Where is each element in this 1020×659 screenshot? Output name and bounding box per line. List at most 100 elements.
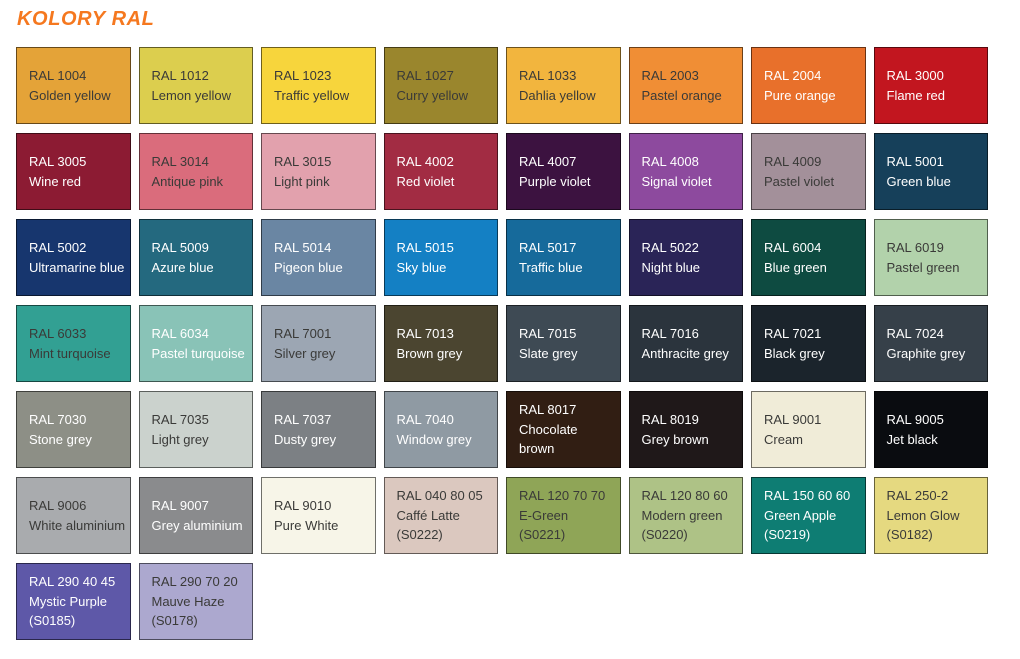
swatch-code: RAL 7013 (396, 326, 454, 341)
swatch-code: RAL 5002 (29, 240, 87, 255)
color-swatch: RAL 1004 Golden yellow (16, 47, 131, 124)
swatch-code: RAL 1027 (396, 68, 454, 83)
swatch-code: RAL 3014 (151, 154, 209, 169)
color-swatch: RAL 7015 Slate grey (506, 305, 621, 382)
color-swatch: RAL 1023 Traffic yellow (261, 47, 376, 124)
swatch-code: RAL 2003 (641, 68, 699, 83)
color-swatch: RAL 5017 Traffic blue (506, 219, 621, 296)
color-swatch: RAL 7024 Graphite grey (873, 305, 988, 382)
color-swatch: RAL 6004 Blue green (751, 219, 866, 296)
swatch-name: Signal violet (641, 173, 712, 189)
swatch-code: RAL 7035 (151, 412, 209, 427)
swatch-name: White aluminium (29, 517, 126, 533)
swatch-code: RAL 120 70 70 (519, 488, 606, 504)
color-swatch: RAL 4009 Pastel violet (751, 133, 866, 210)
swatch-name: Dusty grey (274, 431, 337, 447)
swatch-name: Cream (764, 431, 804, 447)
color-swatch: RAL 290 40 45 Mystic Purple (S0185) (16, 563, 131, 640)
swatch-code: RAL 290 40 45 (29, 574, 116, 590)
swatch-code: RAL 9006 (29, 498, 87, 513)
color-swatch: RAL 9007 Grey aluminium (138, 477, 253, 554)
swatch-code: RAL 9010 (274, 498, 332, 513)
swatch-name: Sky blue (396, 259, 447, 275)
swatch-code: RAL 8019 (641, 412, 699, 427)
swatch-code: RAL 250-2 (886, 488, 949, 504)
swatch-name: Dahlia yellow (519, 87, 596, 103)
swatch-code: RAL 5009 (151, 240, 209, 255)
color-swatch: RAL 5009 Azure blue (138, 219, 253, 296)
swatch-suffix: (S0182) (886, 527, 933, 543)
swatch-name: Silver grey (274, 345, 336, 361)
swatch-name: Graphite grey (886, 345, 966, 361)
color-swatch: RAL 8017 Chocolate brown (506, 391, 621, 468)
swatch-code: RAL 3005 (29, 154, 87, 169)
swatch-name: Chocolate brown (519, 421, 578, 457)
swatch-name: Mystic Purple (29, 593, 108, 609)
color-swatch: RAL 4007 Purple violet (506, 133, 621, 210)
swatch-code: RAL 290 70 20 (151, 574, 238, 590)
swatch-code: RAL 5022 (641, 240, 699, 255)
swatch-code: RAL 3015 (274, 154, 332, 169)
color-swatch: RAL 2004 Pure orange (751, 47, 866, 124)
color-swatch: RAL 120 80 60 Modern green (S0220) (628, 477, 743, 554)
swatch-code: RAL 7024 (886, 326, 944, 341)
swatch-code: RAL 4002 (396, 154, 454, 169)
color-swatch: RAL 7040 Window grey (383, 391, 498, 468)
swatch-code: RAL 4008 (641, 154, 699, 169)
swatch-name: Black grey (764, 345, 825, 361)
swatch-name: Green Apple (764, 507, 837, 523)
swatch-code: RAL 5015 (396, 240, 454, 255)
swatch-code: RAL 4007 (519, 154, 577, 169)
color-swatch: RAL 3005 Wine red (16, 133, 131, 210)
swatch-name: Pastel turquoise (151, 345, 245, 361)
color-swatch: RAL 150 60 60 Green Apple (S0219) (751, 477, 866, 554)
swatch-code: RAL 5001 (886, 154, 944, 169)
color-swatch: RAL 6033 Mint turquoise (16, 305, 131, 382)
swatch-code: RAL 4009 (764, 154, 822, 169)
swatch-name: Grey brown (641, 431, 709, 447)
swatch-code: RAL 150 60 60 (764, 488, 851, 504)
swatch-suffix: (S0222) (396, 527, 443, 543)
swatch-code: RAL 6019 (886, 240, 944, 255)
swatch-code: RAL 7021 (764, 326, 822, 341)
swatch-code: RAL 7030 (29, 412, 87, 427)
color-swatch: RAL 6034 Pastel turquoise (138, 305, 253, 382)
swatch-name: Pure White (274, 517, 339, 533)
color-grid: RAL 1004 Golden yellow RAL 1012 Lemon ye… (16, 47, 988, 640)
color-swatch: RAL 290 70 20 Mauve Haze (S0178) (138, 563, 253, 640)
color-swatch: RAL 7001 Silver grey (261, 305, 376, 382)
swatch-suffix: (S0219) (764, 527, 811, 543)
color-swatch: RAL 9005 Jet black (873, 391, 988, 468)
swatch-code: RAL 040 80 05 (396, 488, 483, 504)
swatch-code: RAL 1012 (151, 68, 209, 83)
color-swatch: RAL 5015 Sky blue (383, 219, 498, 296)
swatch-name: Light grey (151, 431, 209, 447)
swatch-name: Jet black (886, 431, 938, 447)
swatch-name: Pastel violet (764, 173, 835, 189)
swatch-name: Antique pink (151, 173, 224, 189)
color-swatch: RAL 9006 White aluminium (16, 477, 131, 554)
swatch-code: RAL 6033 (29, 326, 87, 341)
swatch-name: Anthracite grey (641, 345, 729, 361)
swatch-name: Brown grey (396, 345, 463, 361)
swatch-name: Grey aluminium (151, 517, 243, 533)
color-swatch: RAL 3015 Light pink (261, 133, 376, 210)
color-swatch: RAL 4008 Signal violet (628, 133, 743, 210)
color-swatch: RAL 1033 Dahlia yellow (506, 47, 621, 124)
color-swatch: RAL 4002 Red violet (383, 133, 498, 210)
color-swatch: RAL 3000 Flame red (873, 47, 988, 124)
color-swatch: RAL 7021 Black grey (751, 305, 866, 382)
color-swatch: RAL 5001 Green blue (873, 133, 988, 210)
swatch-name: Pastel orange (641, 87, 722, 103)
swatch-name: Purple violet (519, 173, 591, 189)
swatch-code: RAL 7001 (274, 326, 332, 341)
swatch-suffix: (S0220) (641, 527, 688, 543)
color-swatch: RAL 120 70 70 E-Green (S0221) (506, 477, 621, 554)
swatch-name: E-Green (519, 507, 569, 523)
swatch-name: Modern green (641, 507, 723, 523)
swatch-name: Window grey (396, 431, 472, 447)
swatch-code: RAL 7015 (519, 326, 577, 341)
color-swatch: RAL 9010 Pure White (261, 477, 376, 554)
color-swatch: RAL 3014 Antique pink (138, 133, 253, 210)
